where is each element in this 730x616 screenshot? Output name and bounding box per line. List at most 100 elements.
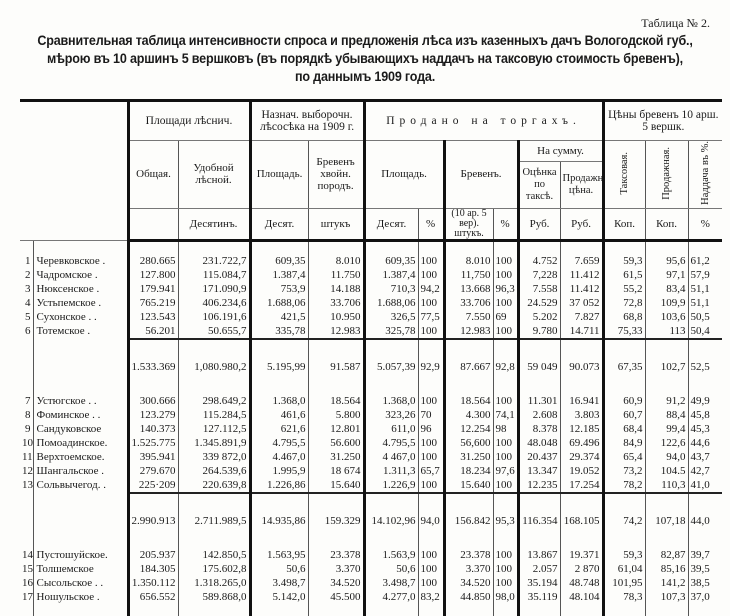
assigned-logs: 31.250 xyxy=(307,449,365,464)
row-number: 6 xyxy=(25,325,31,338)
sold-area-pct: 77,5 xyxy=(417,309,445,324)
header-sold-logs: Бревенъ. xyxy=(442,140,519,209)
spacer-cell xyxy=(126,603,178,616)
sold-logs-pct: 100 xyxy=(492,477,519,493)
total-sum-tax: 116.354 xyxy=(516,505,561,536)
sold-area: 1.311,3 xyxy=(362,463,419,478)
sum-sale: 3.803 xyxy=(559,407,604,422)
assigned-logs: 5.800 xyxy=(307,407,365,422)
header-area-group: Площади лѣснич. xyxy=(126,99,251,141)
spacer-cell xyxy=(417,240,445,254)
usable-area: 264.539,6 xyxy=(177,463,251,478)
sold-area: 4.277,0 xyxy=(362,589,419,604)
forestry-name: Сандуковское xyxy=(32,421,128,436)
total-blank xyxy=(20,352,33,382)
spacer-row xyxy=(20,603,723,616)
spacer-cell xyxy=(417,337,445,352)
table-row: 9 Сандуковское 140.373 127.112,5 621,6 12.801… xyxy=(20,421,723,436)
forestry-name: Ношульское . xyxy=(32,589,128,604)
forestry-name: Верхтоемское. xyxy=(32,449,128,464)
sum-sale: 19.371 xyxy=(559,547,604,562)
sum-tax: 8.378 xyxy=(516,421,561,436)
usable-area: 1.345.891,9 xyxy=(177,435,251,450)
total-usable-area: 1,080.980,2 xyxy=(177,351,251,382)
price-sale: 113 xyxy=(644,323,689,339)
sum-tax: 35.119 xyxy=(516,589,561,604)
spacer-cell xyxy=(177,337,251,352)
sold-logs-pct: 69 xyxy=(492,309,519,324)
spacer-cell xyxy=(516,491,561,506)
price-sale: 141,2 xyxy=(644,575,689,590)
spacer-cell xyxy=(687,337,723,352)
sold-area-pct: 100 xyxy=(417,435,445,450)
spacer-cell xyxy=(126,491,178,506)
spacer-cell xyxy=(177,603,251,616)
assigned-logs: 56.600 xyxy=(307,435,365,450)
price-tax: 68,4 xyxy=(601,421,646,436)
price-tax: 61,04 xyxy=(601,561,646,576)
price-surplus: 37,0 xyxy=(687,589,723,604)
spacer-cell xyxy=(442,240,494,254)
sold-logs: 13.668 xyxy=(442,281,494,296)
assigned-area: 1.563,95 xyxy=(248,547,309,562)
total-area: 56.201 xyxy=(126,323,178,339)
row-number: 8 xyxy=(25,408,31,421)
price-surplus: 50,4 xyxy=(687,323,723,339)
header-price-surplus-label: Наддача въ %. xyxy=(699,141,711,205)
forestry-name: Помоадинское. xyxy=(32,435,128,450)
row-number: 12 xyxy=(22,464,33,477)
spacer-cell xyxy=(516,337,561,352)
total-area: 765.219 xyxy=(126,295,178,310)
header-assigned-logs: Бревенъ хвойн. породъ. xyxy=(307,140,365,209)
forestry-name: Сольвычегод. . xyxy=(32,477,128,493)
spacer-cell xyxy=(559,535,604,548)
table-row: 7 Устюгское . . 300.666 298.649,2 1.368,0 18.… xyxy=(20,393,723,408)
sum-sale: 12.185 xyxy=(559,421,604,436)
spacer-cell xyxy=(307,491,365,506)
sold-logs: 33.706 xyxy=(442,295,494,310)
sold-area: 3.498,7 xyxy=(362,575,419,590)
total-area: 179.941 xyxy=(126,281,178,296)
assigned-area: 1.387,4 xyxy=(248,267,309,282)
sold-area: 1.387,4 xyxy=(362,267,419,282)
spacer-cell xyxy=(248,337,309,352)
price-sale: 110,3 xyxy=(644,477,689,493)
sum-sale: 11.412 xyxy=(559,267,604,282)
sold-logs-pct: 100 xyxy=(492,561,519,576)
forestry-name: Тотемское . xyxy=(32,323,128,339)
header-usable: Удобной лѣсной. xyxy=(177,140,251,209)
assigned-area: 461,6 xyxy=(248,407,309,422)
sum-sale: 7.827 xyxy=(559,309,604,324)
spacer-row xyxy=(20,491,723,506)
price-surplus: 51,1 xyxy=(687,295,723,310)
total-price-tax: 74,2 xyxy=(601,505,646,536)
price-tax: 73,2 xyxy=(601,463,646,478)
total-area: 127.800 xyxy=(126,267,178,282)
sold-area-pct: 100 xyxy=(417,393,445,408)
spacer-cell xyxy=(601,491,646,506)
price-surplus: 61,2 xyxy=(687,253,723,268)
spacer-row xyxy=(20,535,723,548)
sold-area-pct: 100 xyxy=(417,449,445,464)
spacer-cell xyxy=(20,536,33,548)
spacer-cell xyxy=(20,382,33,394)
total-sold-area-pct: 92,9 xyxy=(417,351,445,382)
sold-logs-pct: 100 xyxy=(492,449,519,464)
sum-sale: 11.412 xyxy=(559,281,604,296)
spacer-cell xyxy=(177,240,251,254)
spacer-cell xyxy=(126,240,178,254)
table-body: 1 Черевковское . 280.665 231.722,7 609,35 8.0… xyxy=(20,240,723,616)
sold-area-pct: 96 xyxy=(417,421,445,436)
row-number: 11 xyxy=(22,450,33,463)
spacer-cell xyxy=(442,535,494,548)
price-tax: 59,3 xyxy=(601,547,646,562)
sold-logs-pct: 100 xyxy=(492,253,519,268)
total-usable-area: 2.711.989,5 xyxy=(177,505,251,536)
spacer-row xyxy=(20,381,723,394)
sum-tax: 13.347 xyxy=(516,463,561,478)
unit-assigned-area: Десят. xyxy=(248,208,309,242)
price-sale: 88,4 xyxy=(644,407,689,422)
price-tax: 59,3 xyxy=(601,253,646,268)
price-tax: 72,8 xyxy=(601,295,646,310)
forestry-name: Пустошуйское. xyxy=(32,547,128,562)
